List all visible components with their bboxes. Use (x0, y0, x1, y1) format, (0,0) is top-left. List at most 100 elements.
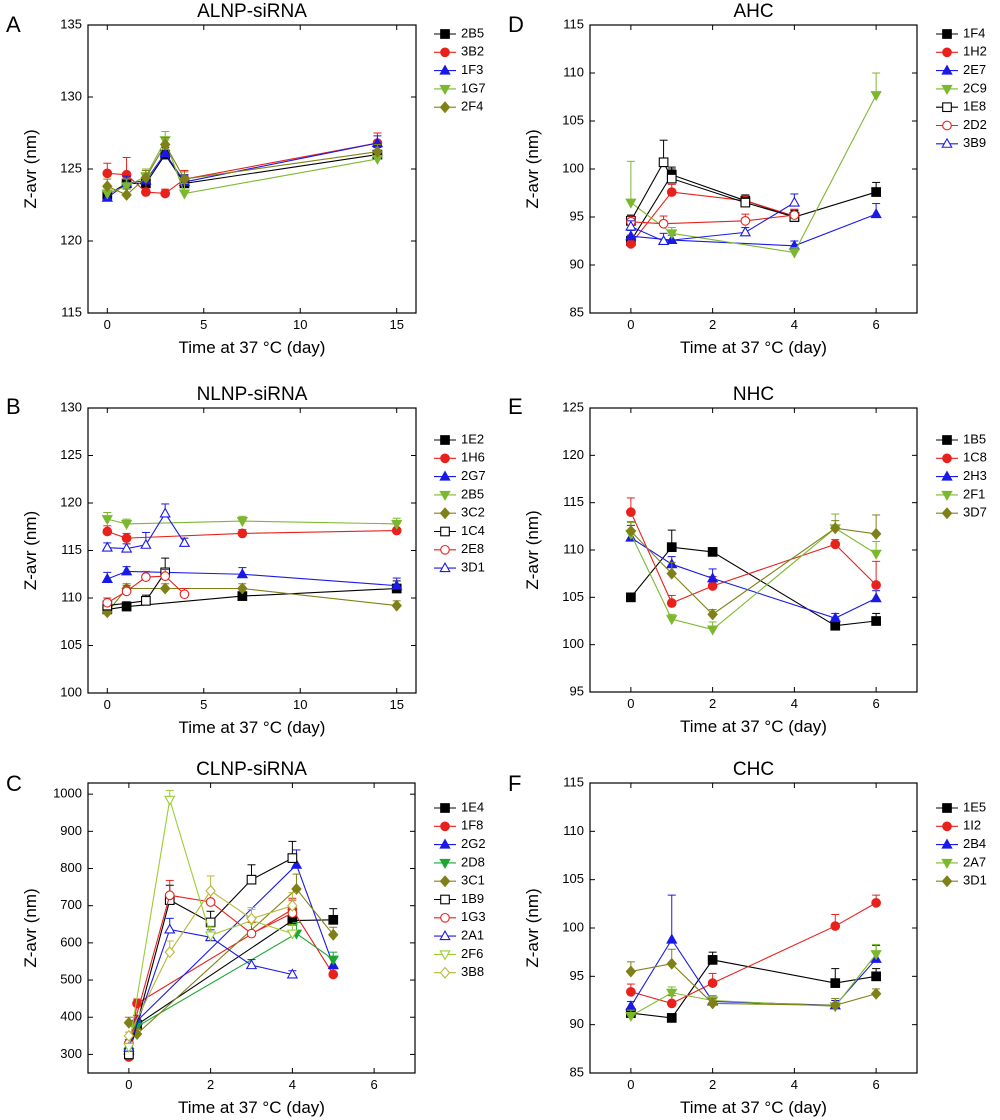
legend-marker (941, 838, 953, 849)
data-point (328, 969, 339, 980)
y-tick-label: 115 (61, 304, 82, 319)
legend-label: 3B2 (461, 44, 484, 59)
legend-entry: 2B5 (434, 486, 484, 501)
series-2C9 (625, 72, 882, 259)
legend-label: 1I2 (963, 818, 981, 833)
data-point (287, 853, 298, 863)
data-point (870, 527, 882, 540)
data-point (871, 580, 881, 590)
y-tick-label: 130 (60, 399, 82, 414)
legend-entry: 1E8 (936, 99, 986, 114)
legend-marker (439, 507, 451, 520)
data-point (372, 145, 383, 158)
legend-marker (440, 803, 450, 813)
y-tick-label: 90 (570, 256, 584, 271)
chart-title: NHC (733, 384, 774, 405)
data-point (666, 957, 677, 970)
legend-marker (439, 930, 451, 941)
y-tick-label: 100 (562, 919, 584, 934)
legend-entry: 1G7 (434, 80, 486, 95)
legend-marker (440, 912, 450, 923)
legend-label: 2E7 (963, 62, 986, 77)
chart-title: CHC (733, 759, 774, 780)
data-point (246, 874, 257, 885)
plot-frame (589, 782, 918, 1074)
data-point (141, 572, 151, 582)
data-point (625, 1000, 637, 1011)
legend-label: 2B4 (963, 836, 986, 851)
panel-letter: F (508, 771, 521, 796)
data-point (830, 978, 841, 988)
series-line (630, 938, 877, 1007)
data-point (120, 542, 133, 553)
legend-entry: 1B9 (434, 891, 484, 906)
series-line (630, 902, 877, 1004)
x-tick-label: 5 (200, 697, 207, 712)
panel-E: E NHC 95 100 105 110 115 120 125 0 2 4 6 Time at 37 °… (508, 384, 987, 736)
legend-marker (439, 64, 451, 75)
legend-label: 1H6 (461, 450, 485, 465)
data-point (788, 248, 801, 259)
data-point (830, 539, 841, 550)
panel-letter: C (6, 771, 22, 796)
x-tick-label: 10 (293, 697, 307, 712)
y-tick-label: 115 (563, 774, 584, 789)
data-point (707, 978, 718, 988)
legend-marker (941, 470, 953, 481)
legend-marker (439, 101, 451, 114)
legend-label: 1E4 (461, 799, 484, 814)
data-point (123, 1042, 135, 1054)
y-tick-label: 105 (60, 637, 82, 652)
data-point (871, 616, 881, 626)
data-point (830, 921, 841, 931)
data-point (120, 182, 133, 193)
legend-entry: 2B5 (434, 25, 484, 40)
y-tick-label: 95 (570, 968, 584, 983)
series-2A7 (625, 943, 882, 1023)
panel-B: B NLNP-siRNA 100 105 110 115 120 125 130 0 5 10 15 Ti… (6, 384, 486, 737)
y-tick-label: 115 (61, 542, 82, 557)
data-point (625, 198, 637, 209)
series-line (128, 928, 293, 1048)
legend-entry: 1F8 (434, 818, 483, 833)
legend-label: 1E5 (963, 799, 986, 814)
y-tick-label: 300 (60, 1046, 82, 1061)
x-tick-label: 0 (627, 1077, 634, 1092)
legend-entry: 3B8 (434, 964, 484, 979)
x-axis-label: Time at 37 °C (day) (178, 1098, 325, 1117)
legend-label: 2F6 (461, 946, 483, 961)
x-tick-label: 4 (791, 696, 798, 711)
y-tick-label: 105 (562, 112, 584, 127)
legend-entry: 2F6 (434, 946, 483, 961)
data-point (871, 898, 881, 908)
y-tick-label: 110 (563, 541, 584, 556)
series-1H6 (102, 522, 402, 544)
series-1E8 (626, 139, 800, 226)
data-point (102, 526, 113, 537)
series-line (630, 94, 877, 254)
legend-entry: 3D1 (936, 873, 987, 888)
legend-marker (942, 120, 952, 131)
series-2E8 (102, 569, 190, 608)
legend-entry: 2G7 (434, 468, 486, 483)
series-1C8 (626, 497, 881, 608)
data-point (707, 955, 718, 965)
data-point (658, 218, 669, 229)
data-point (290, 858, 303, 869)
legend-marker (440, 435, 450, 445)
legend-marker (439, 858, 451, 869)
legend-marker (942, 435, 952, 445)
y-tick-label: 85 (570, 1064, 584, 1079)
y-tick-label: 100 (562, 160, 584, 175)
legend-label: 1F3 (461, 62, 483, 77)
data-point (120, 565, 133, 576)
data-point (740, 197, 751, 208)
legend-label: 3D1 (963, 873, 987, 888)
data-point (707, 581, 718, 591)
panel-letter: B (6, 394, 21, 419)
x-tick-label: 4 (289, 1077, 296, 1092)
y-tick-label: 125 (60, 160, 82, 175)
y-axis-label: Z-avr (nm) (523, 888, 542, 967)
x-tick-label: 6 (371, 1077, 378, 1092)
